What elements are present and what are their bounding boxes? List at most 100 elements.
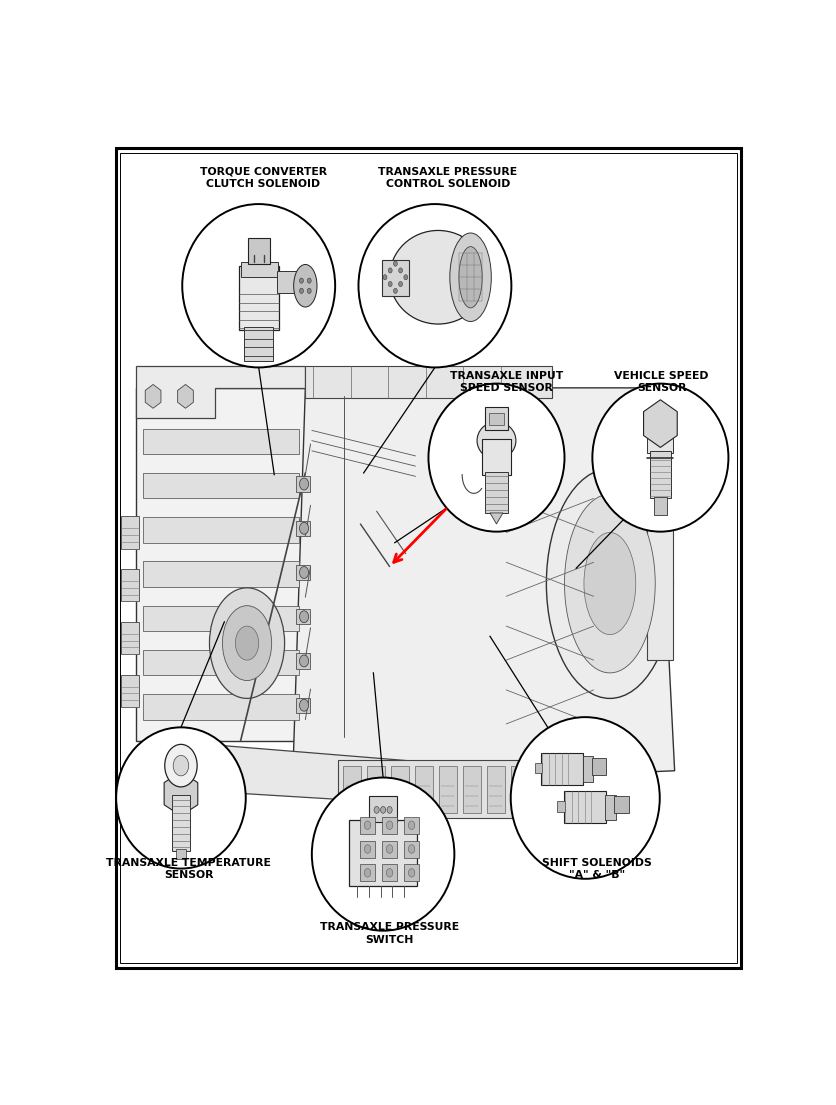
Bar	[135, 388, 310, 741]
Ellipse shape	[116, 727, 246, 869]
Bar	[439, 767, 457, 813]
Circle shape	[387, 807, 392, 813]
Circle shape	[299, 611, 308, 623]
Circle shape	[364, 869, 371, 877]
Circle shape	[308, 278, 311, 283]
Bar	[535, 767, 553, 813]
Bar	[120, 622, 139, 654]
Ellipse shape	[477, 422, 516, 460]
Bar	[654, 497, 667, 515]
Bar	[535, 764, 543, 774]
Ellipse shape	[390, 231, 487, 324]
Ellipse shape	[293, 264, 317, 307]
Circle shape	[165, 745, 197, 787]
Ellipse shape	[222, 606, 272, 681]
Bar	[415, 767, 433, 813]
Bar	[144, 606, 299, 631]
Ellipse shape	[584, 533, 636, 634]
Bar	[485, 407, 508, 430]
Bar	[144, 429, 299, 454]
Circle shape	[399, 282, 403, 286]
Circle shape	[408, 821, 415, 830]
Bar	[244, 327, 273, 360]
Bar	[343, 767, 361, 813]
Bar	[563, 791, 606, 823]
Bar	[144, 650, 299, 675]
Circle shape	[299, 288, 303, 294]
Circle shape	[388, 282, 392, 286]
Bar	[172, 796, 190, 851]
Bar	[647, 507, 673, 660]
Circle shape	[399, 267, 403, 273]
Bar	[144, 694, 299, 719]
Circle shape	[299, 478, 308, 490]
Bar	[489, 412, 504, 425]
Bar	[482, 439, 511, 475]
Bar	[296, 520, 310, 536]
Bar	[382, 260, 409, 296]
Bar	[349, 820, 417, 886]
Bar	[296, 476, 310, 492]
Bar	[511, 767, 529, 813]
Ellipse shape	[210, 588, 284, 698]
Circle shape	[173, 756, 189, 776]
Bar	[305, 366, 552, 398]
Bar	[120, 516, 139, 549]
Bar	[296, 565, 310, 580]
Polygon shape	[490, 513, 503, 524]
Circle shape	[651, 480, 665, 497]
Bar	[541, 753, 584, 786]
Polygon shape	[293, 388, 675, 788]
Circle shape	[383, 275, 387, 280]
Circle shape	[299, 567, 308, 578]
Ellipse shape	[236, 627, 258, 660]
Bar	[485, 472, 508, 513]
Circle shape	[386, 821, 393, 830]
Text: SHIFT SOLENOIDS
"A" & "B": SHIFT SOLENOIDS "A" & "B"	[542, 857, 652, 880]
Bar	[369, 797, 397, 822]
Ellipse shape	[182, 204, 335, 368]
Bar	[649, 488, 667, 524]
Bar	[120, 569, 139, 601]
Polygon shape	[177, 385, 193, 408]
Text: VEHICLE SPEED
SENSOR: VEHICLE SPEED SENSOR	[614, 371, 709, 393]
Bar	[241, 262, 278, 277]
Circle shape	[388, 267, 392, 273]
Circle shape	[299, 523, 308, 534]
Circle shape	[380, 807, 385, 813]
Bar	[558, 801, 565, 811]
Polygon shape	[644, 400, 677, 448]
Circle shape	[364, 821, 371, 830]
Text: TORQUE CONVERTER
CLUTCH SOLENOID: TORQUE CONVERTER CLUTCH SOLENOID	[200, 167, 327, 189]
Bar	[360, 841, 375, 857]
Bar	[296, 653, 310, 669]
Bar	[463, 767, 481, 813]
Bar	[360, 864, 375, 882]
Bar	[296, 609, 310, 624]
Bar	[120, 674, 139, 707]
Bar	[248, 238, 270, 264]
Ellipse shape	[459, 246, 482, 308]
Ellipse shape	[359, 204, 512, 368]
Bar	[405, 841, 419, 857]
Circle shape	[364, 844, 371, 853]
Text: TRANSAXLE PRESSURE
CONTROL SOLENOID: TRANSAXLE PRESSURE CONTROL SOLENOID	[379, 167, 517, 189]
Circle shape	[308, 288, 311, 294]
Bar	[382, 817, 397, 833]
Circle shape	[374, 807, 380, 813]
Circle shape	[408, 869, 415, 877]
Bar	[239, 266, 279, 330]
Bar	[360, 817, 375, 833]
Bar	[583, 756, 593, 782]
Bar	[405, 817, 419, 833]
Bar	[367, 767, 385, 813]
Bar	[277, 272, 302, 293]
Circle shape	[299, 699, 308, 712]
Bar	[405, 864, 419, 882]
Ellipse shape	[547, 469, 673, 698]
Circle shape	[299, 655, 308, 667]
Bar	[487, 767, 505, 813]
Polygon shape	[164, 771, 198, 815]
Bar	[650, 451, 670, 498]
Circle shape	[386, 844, 393, 853]
